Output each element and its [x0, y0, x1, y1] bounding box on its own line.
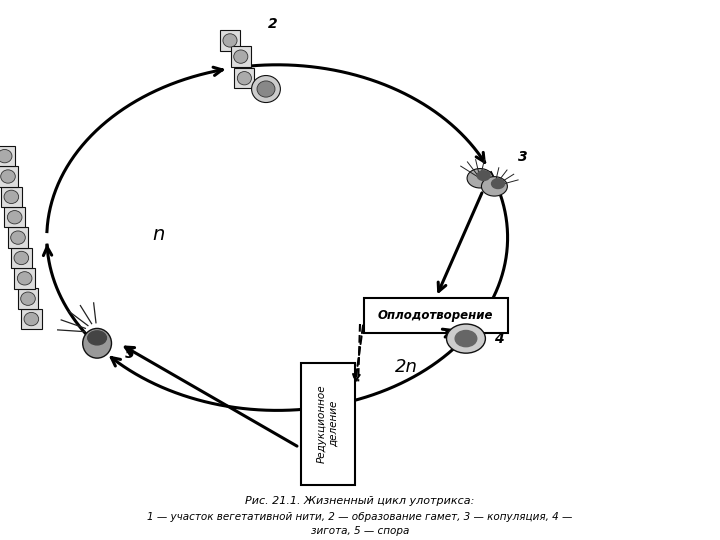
Bar	[234, 68, 254, 89]
Text: 5: 5	[125, 347, 135, 361]
Circle shape	[88, 331, 107, 345]
Bar	[14, 268, 35, 288]
Bar	[7, 227, 29, 248]
Ellipse shape	[17, 272, 32, 285]
Ellipse shape	[83, 328, 112, 358]
Ellipse shape	[0, 150, 12, 163]
Text: Оплодотворение: Оплодотворение	[378, 309, 493, 322]
Bar	[0, 166, 19, 187]
Circle shape	[467, 168, 493, 188]
Bar	[21, 309, 42, 329]
Bar	[301, 363, 355, 485]
Bar	[0, 146, 15, 166]
Text: 2n: 2n	[395, 358, 418, 376]
Text: зигота, 5 — спора: зигота, 5 — спора	[311, 526, 409, 536]
Text: 2: 2	[269, 17, 278, 31]
Ellipse shape	[4, 190, 19, 204]
Bar	[220, 30, 240, 51]
Ellipse shape	[1, 170, 15, 183]
Bar	[17, 288, 38, 309]
Circle shape	[477, 171, 490, 180]
Bar	[1, 187, 22, 207]
Ellipse shape	[234, 50, 248, 63]
Bar	[4, 207, 25, 227]
Ellipse shape	[24, 313, 39, 326]
Bar	[230, 46, 251, 67]
Ellipse shape	[11, 231, 25, 244]
Text: Рис. 21.1. Жизненный цикл улотрикса:: Рис. 21.1. Жизненный цикл улотрикса:	[246, 496, 474, 506]
Circle shape	[492, 179, 505, 188]
Bar	[11, 248, 32, 268]
Text: 3: 3	[518, 150, 528, 164]
Ellipse shape	[21, 292, 35, 306]
Circle shape	[455, 330, 477, 347]
Ellipse shape	[238, 72, 251, 85]
Text: 4: 4	[493, 332, 503, 346]
Bar	[364, 298, 508, 333]
Ellipse shape	[257, 81, 275, 97]
Circle shape	[482, 177, 508, 196]
Text: 1 — участок вегетативной нити, 2 — образование гамет, 3 — копуляция, 4 —: 1 — участок вегетативной нити, 2 — образ…	[148, 512, 572, 522]
Text: Редукционное
деление: Редукционное деление	[317, 384, 338, 463]
Ellipse shape	[7, 211, 22, 224]
Text: n: n	[152, 225, 165, 245]
Ellipse shape	[223, 34, 237, 47]
Ellipse shape	[251, 76, 280, 103]
Circle shape	[446, 324, 485, 353]
Ellipse shape	[14, 251, 29, 265]
